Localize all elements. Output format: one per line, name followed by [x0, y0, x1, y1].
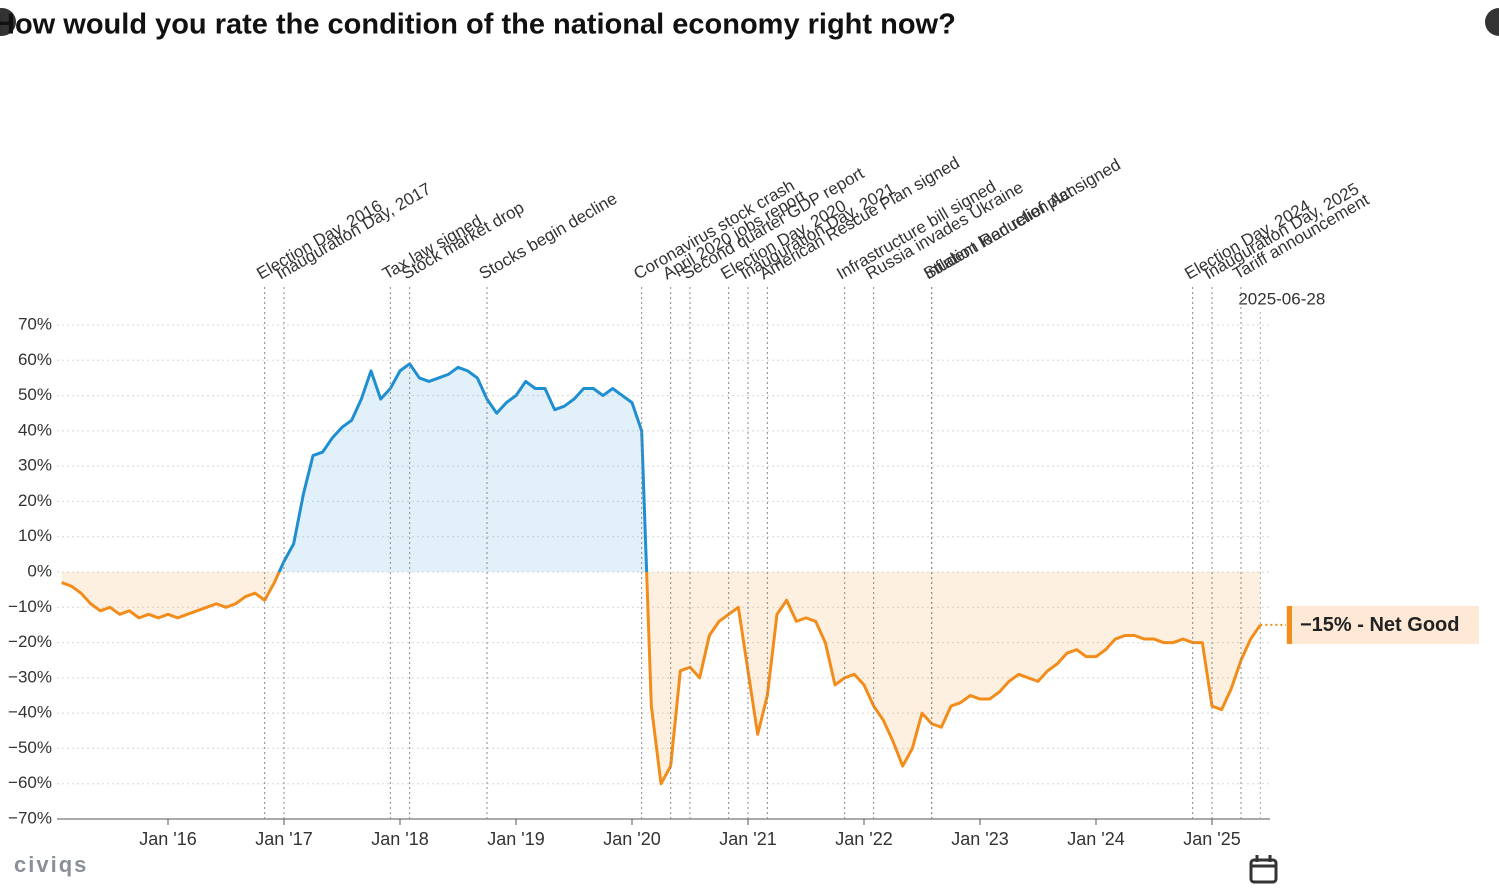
y-tick-label: 50% — [18, 385, 52, 404]
y-tick-label: 10% — [18, 526, 52, 545]
x-tick-label: Jan '18 — [371, 829, 428, 849]
end-label-bar — [1287, 605, 1292, 644]
series-line — [61, 362, 1262, 786]
calendar-icon[interactable] — [1249, 855, 1278, 884]
y-tick-label: −60% — [8, 773, 52, 792]
end-label-bg — [1286, 605, 1479, 644]
y-tick-label: 0% — [27, 561, 52, 580]
date-label: 2025-06-28 — [1238, 289, 1325, 308]
chart-title: How would you rate the condition of the … — [0, 9, 956, 41]
area-fill — [61, 363, 1261, 784]
event-label: Stocks begin decline — [476, 189, 621, 283]
y-tick-label: 30% — [18, 456, 52, 475]
x-tick-label: Jan '24 — [1067, 829, 1124, 849]
event-label: Inauguration Day, 2025 — [1201, 179, 1362, 283]
y-tick-label: −40% — [8, 703, 52, 722]
y-tick-label: 40% — [18, 420, 52, 439]
y-tick-label: 20% — [18, 491, 52, 510]
x-tick-label: Jan '19 — [487, 829, 544, 849]
x-tick-label: Jan '22 — [835, 829, 892, 849]
logo: civiqs — [14, 852, 88, 877]
y-tick-label: −50% — [8, 738, 52, 757]
y-tick-label: −10% — [8, 597, 52, 616]
x-tick-label: Jan '25 — [1183, 829, 1240, 849]
y-tick-label: −30% — [8, 667, 52, 686]
y-tick-label: −20% — [8, 632, 52, 651]
end-label: −15% - Net Good — [1300, 614, 1459, 636]
event-label: Stock market drop — [398, 198, 527, 283]
x-tick-label: Jan '23 — [951, 829, 1008, 849]
y-tick-label: 70% — [18, 314, 52, 333]
x-tick-label: Jan '20 — [603, 829, 660, 849]
close-icon[interactable] — [1485, 8, 1499, 36]
y-tick-label: 60% — [18, 350, 52, 369]
close-icon[interactable] — [0, 8, 16, 36]
x-tick-label: Jan '17 — [255, 829, 312, 849]
x-tick-label: Jan '16 — [139, 829, 196, 849]
y-tick-label: −70% — [8, 808, 52, 827]
x-tick-label: Jan '21 — [719, 829, 776, 849]
